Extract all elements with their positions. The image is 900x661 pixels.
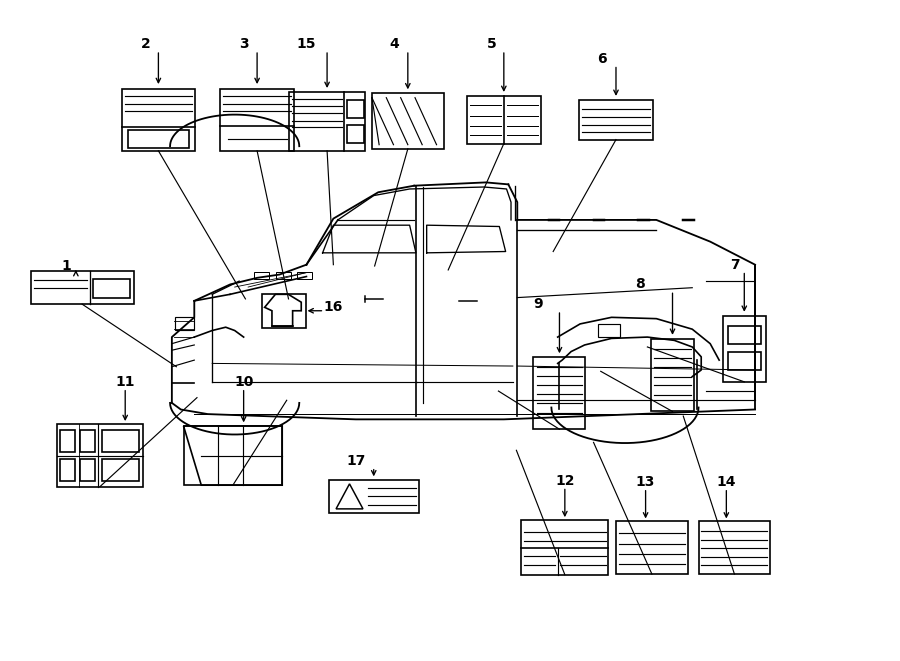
Text: 1: 1 (61, 259, 71, 273)
Bar (346, 100, 364, 118)
Text: 11: 11 (115, 375, 135, 389)
Text: 12: 12 (555, 473, 574, 488)
Bar (60, 430, 76, 452)
Text: 13: 13 (636, 475, 655, 489)
Text: 3: 3 (238, 37, 248, 51)
Bar (60, 459, 76, 481)
Text: 10: 10 (234, 375, 253, 389)
Bar (175, 317, 194, 330)
Text: 16: 16 (324, 301, 343, 315)
Bar (616, 522, 688, 574)
Bar (184, 426, 283, 485)
Bar (698, 522, 770, 574)
Bar (58, 424, 143, 487)
Bar (534, 357, 586, 429)
Bar (728, 352, 760, 370)
Text: 9: 9 (533, 297, 543, 311)
Bar (372, 93, 444, 149)
Bar (79, 459, 95, 481)
Bar (728, 326, 760, 344)
Text: 4: 4 (390, 37, 400, 51)
Bar (598, 324, 619, 337)
Bar (651, 339, 694, 411)
Bar (467, 96, 541, 144)
Bar (79, 430, 95, 452)
Text: 15: 15 (297, 37, 316, 51)
Bar (31, 271, 134, 304)
Bar (94, 278, 130, 298)
Bar (297, 272, 311, 279)
Bar (328, 480, 418, 513)
Text: 5: 5 (486, 37, 496, 51)
Bar (521, 520, 608, 575)
Bar (220, 89, 294, 151)
Text: 2: 2 (141, 36, 150, 50)
Bar (580, 100, 652, 139)
Bar (276, 272, 292, 279)
Text: 8: 8 (635, 278, 645, 292)
Bar (289, 92, 365, 151)
Text: 6: 6 (597, 52, 607, 66)
Bar (723, 316, 766, 382)
Text: 7: 7 (731, 258, 740, 272)
Bar (263, 293, 305, 328)
Bar (102, 459, 140, 481)
Text: 17: 17 (346, 454, 365, 468)
Text: 14: 14 (716, 475, 736, 489)
Bar (128, 130, 189, 148)
Bar (346, 125, 364, 143)
Bar (102, 430, 140, 452)
Bar (254, 272, 269, 279)
Bar (122, 89, 195, 151)
